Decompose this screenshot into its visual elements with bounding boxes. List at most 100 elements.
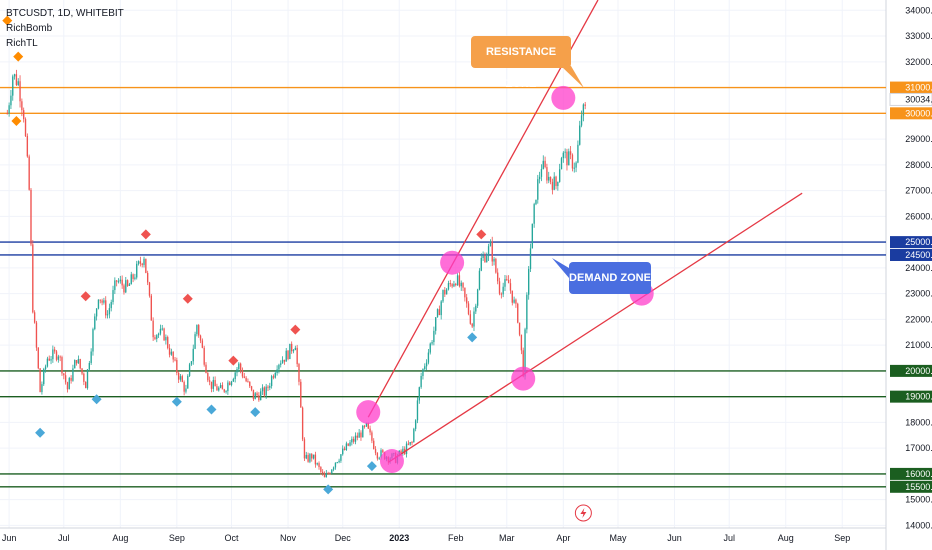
candle (46, 358, 49, 367)
candle (327, 473, 329, 475)
x-tick-label: Sep (834, 533, 850, 543)
candle (112, 290, 114, 303)
candle (167, 337, 169, 349)
candle (88, 362, 91, 370)
candle (205, 364, 207, 374)
y-tick-label: 22000.00 (905, 314, 932, 324)
candle (208, 380, 211, 382)
candle (203, 347, 205, 365)
candle (555, 176, 557, 187)
candle (298, 364, 300, 382)
candle (188, 364, 191, 376)
candle (63, 373, 65, 376)
candle (90, 351, 92, 363)
price-label-bg (890, 248, 932, 261)
candle (125, 280, 127, 293)
candle (520, 334, 523, 351)
candle (414, 420, 417, 429)
candle (23, 110, 25, 120)
signal-diamond (13, 51, 24, 62)
x-tick-label: Dec (335, 533, 352, 543)
candle (110, 302, 112, 309)
candle (467, 303, 470, 315)
candle (136, 263, 138, 278)
candle (199, 335, 202, 341)
lightning-glyph (580, 508, 587, 518)
candle (163, 328, 165, 341)
candle (194, 334, 196, 349)
candle (261, 387, 264, 392)
candle (509, 283, 512, 291)
signal-diamond (140, 229, 151, 240)
y-tick-label: 34000.00 (905, 5, 932, 15)
candle (453, 283, 455, 287)
symbol-title[interactable]: BTCUSDT, 1D, WHITEBIT (6, 8, 124, 19)
candle (223, 389, 225, 392)
candle (331, 469, 333, 474)
candle (380, 450, 382, 458)
candle (216, 386, 218, 391)
price-label-bg (890, 236, 932, 249)
candle (568, 151, 570, 166)
candle (320, 467, 322, 472)
demand-pointer (552, 258, 569, 278)
candle (376, 452, 379, 459)
candle (569, 151, 572, 155)
candle (363, 425, 366, 427)
candle (159, 328, 162, 334)
indicator-richtl[interactable]: RichTL (6, 38, 38, 49)
signal-diamond (250, 407, 261, 418)
candle (21, 101, 23, 111)
indicator-richbomb[interactable]: RichBomb (6, 23, 53, 34)
candle (44, 366, 47, 370)
candle (8, 105, 10, 114)
candle (573, 167, 575, 169)
candle (28, 156, 30, 190)
signal-diamond (323, 484, 334, 495)
signal-diamond (476, 229, 487, 240)
candle (433, 330, 435, 343)
candle (405, 443, 408, 455)
candle (239, 363, 242, 371)
chart-legend: BTCUSDT, 1D, WHITEBIT RichBomb RichTL (6, 6, 124, 51)
candle (68, 377, 70, 390)
candle (139, 261, 142, 264)
candle (476, 289, 479, 306)
y-tick-label: 32000.00 (905, 57, 932, 67)
candle (94, 316, 96, 330)
candle (347, 443, 349, 446)
candle (442, 289, 444, 302)
candle (575, 162, 577, 168)
trend-line (387, 192, 803, 463)
candle (66, 382, 69, 390)
candle (126, 280, 129, 286)
candle (374, 449, 377, 453)
candle (345, 443, 348, 450)
price-label-bg (890, 364, 932, 377)
candle (564, 151, 566, 153)
candle (269, 386, 271, 388)
candle (314, 454, 317, 465)
signal-diamond (80, 291, 91, 302)
candle (43, 369, 45, 385)
candle (183, 381, 185, 392)
candle (150, 295, 152, 321)
candle (524, 329, 526, 377)
candle (482, 255, 484, 258)
candle (449, 283, 451, 285)
candle (143, 258, 145, 265)
candle (121, 279, 123, 286)
candle (198, 325, 200, 336)
candle (493, 258, 495, 262)
candle (400, 450, 402, 454)
candle (281, 359, 284, 364)
touch-circle (356, 400, 381, 425)
candle (250, 386, 253, 390)
candle (438, 309, 441, 316)
candle (360, 432, 362, 438)
candle (33, 312, 36, 323)
candle (431, 342, 433, 344)
candle (489, 241, 492, 247)
price-label-bg (890, 390, 932, 403)
